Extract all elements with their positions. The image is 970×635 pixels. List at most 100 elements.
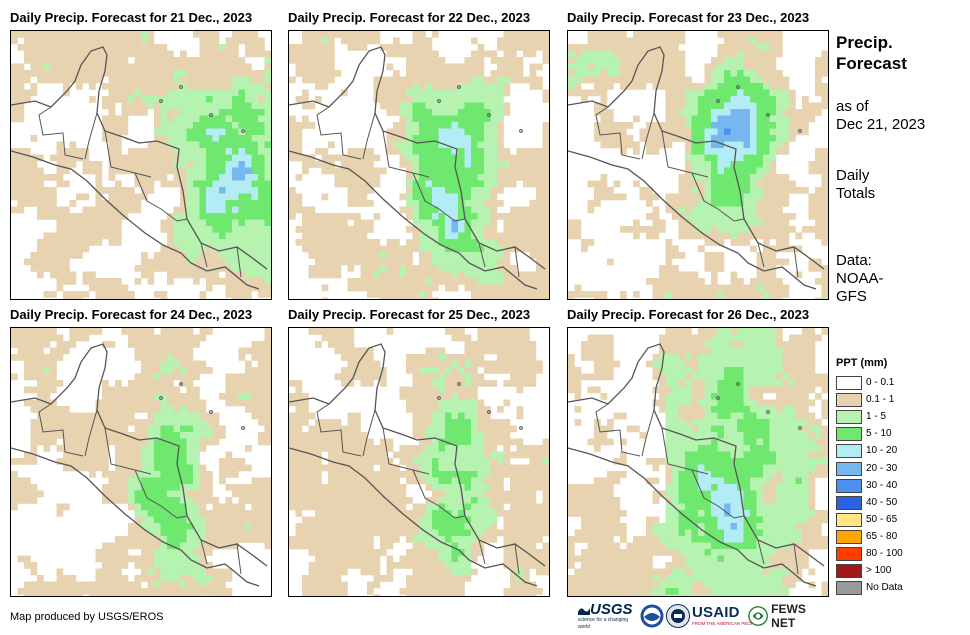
fewsnet-logo-text: FEWS NET xyxy=(771,602,806,630)
legend-label: 65 - 80 xyxy=(866,530,898,542)
legend-label: 40 - 50 xyxy=(866,496,898,508)
legend-label: 50 - 65 xyxy=(866,513,898,525)
island-outline xyxy=(457,85,461,89)
island-outline xyxy=(241,129,245,133)
map-panel-3 xyxy=(567,30,829,300)
coastline xyxy=(11,150,260,290)
legend-title: PPT (mm) xyxy=(836,357,888,369)
data-source-line2: NOAA- xyxy=(836,270,884,287)
island-outline xyxy=(209,410,213,414)
country-borders xyxy=(316,403,520,575)
usaid-logo: USAID FROM THE AMERICAN PEOPLE xyxy=(692,603,759,629)
island-outline xyxy=(487,410,491,414)
data-source-label: Data: xyxy=(836,252,872,269)
panel-title-4: Daily Precip. Forecast for 24 Dec., 2023 xyxy=(10,307,253,322)
island-outline xyxy=(241,426,245,430)
country-borders xyxy=(595,106,799,278)
logo-strip: USGS science for a changing world USAID … xyxy=(578,602,828,630)
legend-label: 5 - 10 xyxy=(866,428,892,440)
data-source: Data: NOAA- GFS xyxy=(836,252,884,306)
legend-swatch xyxy=(836,581,862,596)
noaa-seal-icon xyxy=(640,604,664,628)
daily-line: Daily xyxy=(836,167,870,184)
legend-swatch xyxy=(836,529,862,544)
legend-swatch xyxy=(836,376,862,390)
legend-label: 1 - 5 xyxy=(866,411,887,423)
map-panel-1 xyxy=(10,30,272,300)
map-panel-2 xyxy=(288,30,550,300)
daily-totals-label: Daily Totals xyxy=(836,167,875,203)
legend-swatch xyxy=(836,495,862,510)
country-borders xyxy=(595,403,799,575)
legend-swatch xyxy=(836,444,862,459)
island-outline xyxy=(519,426,523,430)
coastline xyxy=(289,150,538,290)
legend-swatch xyxy=(836,478,862,493)
country-borders xyxy=(316,106,520,278)
island-outline xyxy=(457,382,461,386)
map-panel-6 xyxy=(567,327,829,597)
panel-title-2: Daily Precip. Forecast for 22 Dec., 2023 xyxy=(288,10,531,25)
usgs-wave-icon xyxy=(578,608,590,615)
island-outline xyxy=(159,99,163,103)
legend-swatch xyxy=(836,512,862,527)
legend-label: > 100 xyxy=(866,565,892,577)
island-outline xyxy=(519,129,523,133)
coastline xyxy=(568,447,817,587)
noaa-logo xyxy=(640,603,664,629)
coastline xyxy=(11,447,260,587)
precip-raster xyxy=(289,31,549,299)
island-outline xyxy=(736,382,740,386)
island-outline xyxy=(798,426,802,430)
panel-title-5: Daily Precip. Forecast for 25 Dec., 2023 xyxy=(288,307,531,322)
legend-swatch xyxy=(836,564,862,579)
usaid-tagline: FROM THE AMERICAN PEOPLE xyxy=(692,621,760,626)
as-of-date: as of Dec 21, 2023 xyxy=(836,98,925,134)
country-borders xyxy=(38,106,242,278)
legend-label: 0 - 0.1 xyxy=(866,377,895,388)
island-outline xyxy=(766,113,770,117)
island-outline xyxy=(716,99,720,103)
island-outline xyxy=(766,410,770,414)
legend-swatch xyxy=(836,427,862,442)
island-outline xyxy=(209,113,213,117)
island-outline xyxy=(437,99,441,103)
island-outline xyxy=(487,113,491,117)
legend-swatch xyxy=(836,410,862,425)
panel-title-6: Daily Precip. Forecast for 26 Dec., 2023 xyxy=(567,307,810,322)
coastline xyxy=(568,150,817,290)
country-borders xyxy=(38,403,242,575)
precip-raster xyxy=(289,328,549,596)
legend-label: 10 - 20 xyxy=(866,445,898,457)
map-credit: Map produced by USGS/EROS xyxy=(10,611,164,623)
island-outline xyxy=(798,129,802,133)
usaid-logo-text: USAID xyxy=(692,604,740,621)
legend-swatch xyxy=(836,547,862,561)
precip-raster xyxy=(11,31,271,299)
precip-raster xyxy=(11,328,271,596)
island-outline xyxy=(159,396,163,400)
map-panel-4 xyxy=(10,327,272,597)
dhs-seal-logo xyxy=(666,603,690,629)
fewsnet-globe-icon xyxy=(748,606,768,626)
usgs-logo: USGS science for a changing world xyxy=(578,602,638,630)
coastline xyxy=(289,447,538,587)
forecast-title-line1: Precip. xyxy=(836,33,893,52)
as-of-label: as of xyxy=(836,98,869,115)
seal-icon xyxy=(666,604,690,628)
forecast-title: Precip. Forecast xyxy=(836,32,907,74)
legend-label: 20 - 30 xyxy=(866,462,898,474)
totals-line: Totals xyxy=(836,185,876,202)
forecast-title-line2: Forecast xyxy=(836,54,907,73)
panel-title-3: Daily Precip. Forecast for 23 Dec., 2023 xyxy=(567,10,810,25)
island-outline xyxy=(179,382,183,386)
map-panel-5 xyxy=(288,327,550,597)
data-source-line3: GFS xyxy=(836,288,867,305)
panel-title-1: Daily Precip. Forecast for 21 Dec., 2023 xyxy=(10,10,253,25)
island-outline xyxy=(716,396,720,400)
legend-label: 80 - 100 xyxy=(866,548,903,559)
legend-label: 0.1 - 1 xyxy=(866,394,895,406)
island-outline xyxy=(179,85,183,89)
legend-swatch xyxy=(836,461,862,476)
fewsnet-logo: FEWS NET xyxy=(748,602,828,630)
